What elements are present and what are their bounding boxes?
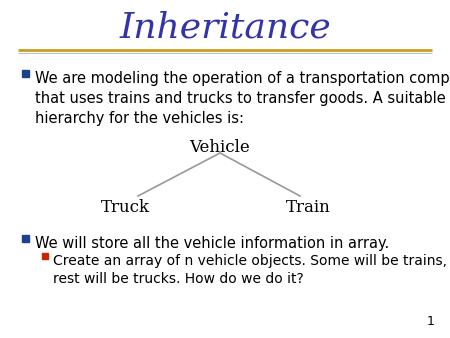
Text: We will store all the vehicle information in array.: We will store all the vehicle informatio…: [35, 236, 389, 251]
Text: Truck: Truck: [100, 198, 149, 216]
FancyBboxPatch shape: [42, 253, 48, 259]
Text: We are modeling the operation of a transportation company
that uses trains and t: We are modeling the operation of a trans…: [35, 71, 450, 126]
FancyBboxPatch shape: [22, 70, 29, 77]
Text: Create an array of n vehicle objects. Some will be trains, and the
rest will be : Create an array of n vehicle objects. So…: [53, 254, 450, 286]
Text: Vehicle: Vehicle: [189, 140, 250, 156]
Text: Inheritance: Inheritance: [119, 11, 331, 45]
Text: 1: 1: [427, 315, 435, 328]
FancyBboxPatch shape: [22, 235, 29, 242]
Text: Train: Train: [286, 198, 330, 216]
